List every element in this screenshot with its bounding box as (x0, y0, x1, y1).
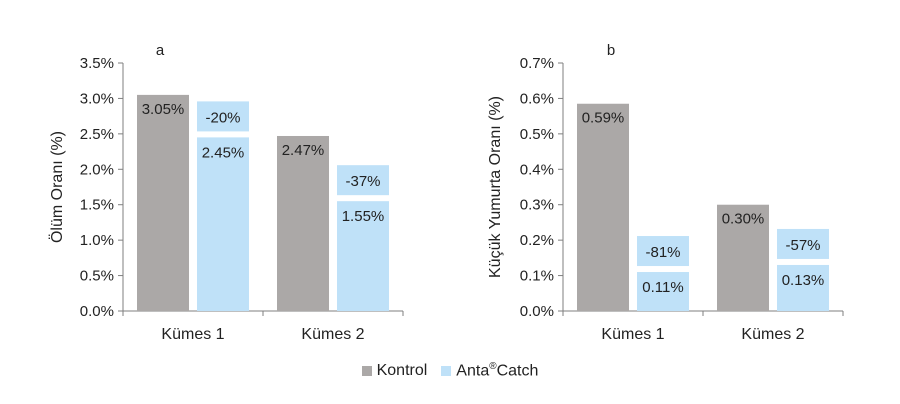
panel-a-y-tick-label: 2.5% (80, 126, 114, 143)
panel-a-y-axis-title: Ölüm Oranı (%) (48, 131, 66, 243)
legend-label-catch-part: Catch (496, 362, 539, 380)
panel-a-y-tick-label: 0.5% (80, 268, 114, 285)
panel-a-value-label-kontrol-1: 3.05% (142, 101, 185, 118)
panel-b-y-tick-label: 0.3% (520, 197, 554, 214)
panel-b-value-label-anta-catch-2: 0.13% (782, 272, 825, 289)
panel-b-bar-anta-catch-1 (637, 272, 689, 311)
panel-a-y-tick-label: 2.0% (80, 161, 114, 178)
panel-b-y-axis-title: Küçük Yumurta Oranı (%) (487, 96, 504, 278)
legend-item-anta-catch: Anta®Catch (441, 361, 538, 380)
panel-b-bar-kontrol-2 (717, 204, 769, 311)
panel-b-category-label-2: Kümes 2 (741, 326, 804, 343)
panel-a-label: a (156, 42, 165, 59)
panel-b-y-tick-label: 0.4% (520, 161, 554, 178)
panel-b-y-tick-label: 0.2% (520, 232, 554, 249)
legend-swatch-anta-catch (441, 365, 452, 376)
panel-b-y-tick-label: 0.1% (520, 268, 554, 285)
panel-a-y-tick-label: 0.0% (80, 303, 114, 320)
panel-a-category-label-1: Kümes 1 (161, 326, 224, 343)
legend: Kontrol Anta®Catch (0, 358, 900, 384)
panel-b-change-label-1: -81% (645, 244, 680, 261)
panel-b-label: b (607, 42, 615, 59)
legend-label-registered-mark: ® (489, 361, 497, 373)
panel-a-bar-anta-catch-2 (337, 201, 389, 311)
panel-a-bar-kontrol-1 (137, 94, 189, 311)
panel-b-category-label-1: Kümes 1 (601, 326, 664, 343)
legend-label-kontrol: Kontrol (376, 362, 428, 379)
panel-b-y-tick-label: 0.0% (520, 303, 554, 320)
panel-b-change-box-1 (637, 236, 689, 267)
panel-b-value-label-kontrol-2: 0.30% (722, 211, 765, 228)
panel-b-value-label-kontrol-1: 0.59% (582, 110, 625, 127)
panel-a-category-label-2: Kümes 2 (301, 326, 364, 343)
panel-b-value-label-anta-catch-1: 0.11% (642, 279, 683, 296)
panel-b-y-tick-label: 0.7% (520, 55, 554, 72)
panel-a-bar-kontrol-2 (277, 135, 329, 311)
panel-b-change-box-2 (777, 228, 829, 259)
panel-a-value-label-anta-catch-1: 2.45% (202, 144, 245, 161)
panel-a-y-tick-label: 1.5% (80, 197, 114, 214)
panel-b-change-label-2: -57% (785, 237, 820, 254)
panel-a-change-box-2 (337, 165, 389, 196)
panel-b-y-tick-label: 0.5% (520, 126, 554, 143)
panel-b-bar-anta-catch-2 (777, 264, 829, 311)
panel-a-value-label-kontrol-2: 2.47% (282, 142, 325, 159)
panel-b-bar-kontrol-1 (577, 103, 629, 311)
panel-a-change-label-2: -37% (345, 173, 380, 190)
panel-a-value-label-anta-catch-2: 1.55% (342, 208, 385, 225)
panel-b-y-tick-label: 0.6% (520, 90, 554, 107)
panel-a-change-box-1 (197, 101, 249, 132)
panel-a-y-tick-label: 3.5% (80, 55, 114, 72)
panel-a-y-tick-label: 3.0% (80, 90, 114, 107)
panel-a-change-label-1: -20% (205, 109, 240, 126)
panel-a-y-tick-label: 1.0% (80, 232, 114, 249)
legend-swatch-kontrol (361, 366, 372, 376)
legend-label-anta-catch: Anta®Catch (456, 361, 538, 380)
legend-item-kontrol: Kontrol (361, 362, 428, 380)
panel-a-bar-anta-catch-1 (197, 137, 249, 311)
legend-label-anta-part: Anta (456, 362, 490, 380)
